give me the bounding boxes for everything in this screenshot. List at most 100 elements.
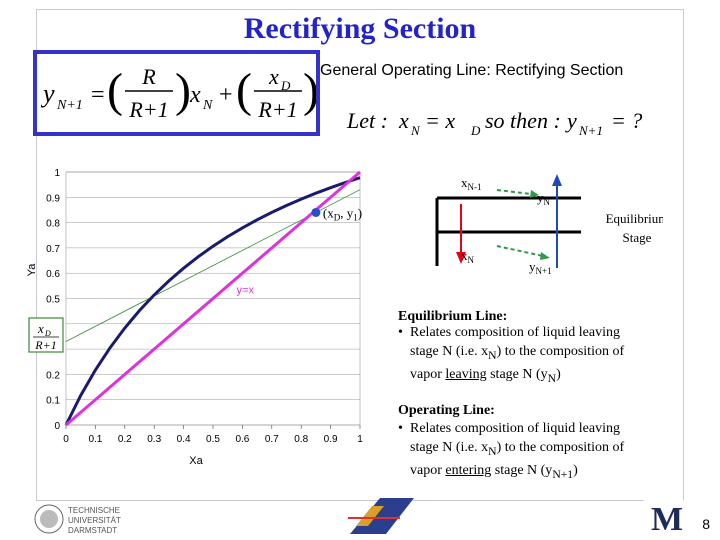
y-tick-label: 0.5: [46, 295, 60, 306]
opl-line2-sub: N: [488, 444, 497, 458]
intercept-box: [28, 317, 64, 353]
equilibrium-note-heading: Equilibrium Line:: [398, 309, 508, 324]
eq-equals: =: [91, 82, 105, 108]
chart-ticks: 0 0.1 0.2 0.5 0.6 0.7 0.8 0.9 1 0 0.1 0.2 0.3 0.4 0.5 0…: [46, 168, 363, 445]
y-tick-label: 0.1: [46, 396, 60, 407]
x-tick-label: 0.2: [118, 434, 132, 445]
x-tick-label: 0.1: [88, 434, 102, 445]
opl-line3-b: stage N (y: [494, 462, 553, 478]
equation-subtitle: General Operating Line: Rectifying Secti…: [320, 62, 624, 79]
operating-note-line2: stage N (i.e. xN) to the composition of: [398, 438, 668, 461]
eqm-line1-text: Relates composition of liquid leaving: [410, 325, 620, 340]
bottom-dashed-arrow: [496, 245, 544, 257]
diagonal-line: [65, 170, 361, 427]
top-dashed-arrow: [496, 189, 532, 195]
operating-line-equation-box: y N+1 = ( R R+1 ) x N + ( x D R+1 ): [33, 50, 320, 136]
michigan-block-m-icon: M: [651, 501, 683, 536]
y-tick-label: 0.9: [46, 193, 60, 204]
course-logo-icon: [348, 498, 414, 534]
eq-x-sub: N: [202, 98, 213, 113]
eqm-line2-a: stage N (i.e. x: [410, 344, 489, 359]
intercept-label: x D R+1: [28, 317, 64, 353]
operating-note-heading: Operating Line:: [398, 403, 495, 418]
opl-line3-sub: N+1: [552, 467, 574, 481]
intercept-num-sub: D: [44, 329, 51, 338]
page-number: 8: [702, 516, 710, 532]
x-tick-label: 0.4: [177, 434, 191, 445]
let-equation: Let : x N = x D so then : y N+1 = ?: [346, 108, 642, 138]
y-tick-label: 0: [54, 421, 60, 432]
bottom-dashed-arrowhead: [540, 252, 550, 260]
operating-note-line3: vapor entering stage N (yN+1): [398, 461, 668, 484]
athena-seal-center: [40, 510, 58, 528]
eq-plus: +: [219, 82, 233, 108]
intercept-num-var: x: [37, 321, 44, 336]
opl-line3-c: ): [573, 462, 578, 478]
x-tick-label: 0.9: [324, 434, 338, 445]
eq-lhs-var: y: [40, 79, 55, 108]
eqm-line2-b: ) to the composition of: [496, 344, 625, 359]
equilibrium-note-line3: vapor leaving stage N (yN): [398, 365, 668, 388]
x-tick-label: 0.7: [265, 434, 279, 445]
operating-line-equation: y N+1 = ( R R+1 ) x N + ( x D R+1 ): [40, 64, 319, 122]
eq-paren-close-2: ): [303, 64, 316, 117]
vapor-flow-arrowhead: [552, 174, 562, 186]
y-tick-label: 1: [54, 168, 60, 179]
y-tick-label: 0.6: [46, 269, 60, 280]
x-n-label: xN: [461, 248, 475, 265]
x-tick-label: 0: [63, 434, 69, 445]
eq-frac2-den: R+1: [257, 97, 297, 122]
operating-note-line1: • Relates composition of liquid leaving: [398, 419, 668, 438]
tu-darmstadt-logo: TECHNISCHE UNIVERSITÄT DARMSTADT: [34, 504, 121, 535]
let-rest: = ?: [611, 108, 642, 133]
eq-paren-open-2: (: [236, 64, 252, 117]
eq-lhs-sub: N+1: [56, 98, 83, 113]
top-dashed-arrowhead: [530, 190, 539, 198]
let-y-var: y: [565, 108, 577, 133]
stage-label-line2: Stage: [623, 230, 652, 245]
bullet: •: [398, 325, 403, 340]
y-tick-label: 0.2: [46, 370, 60, 381]
y-axis-label: Ya: [26, 263, 38, 277]
stage-label-line1: Equilibrium: [606, 211, 663, 226]
opl-line3-a: vapor: [410, 462, 442, 478]
let-x-var: x: [398, 108, 409, 133]
liquid-flow-arrowhead: [456, 252, 466, 264]
opl-line2-b: ) to the composition of: [496, 440, 625, 455]
equilibrium-note-body: • Relates composition of liquid leaving s…: [398, 323, 668, 388]
bullet: •: [398, 421, 403, 436]
intercept-den: R+1: [34, 338, 56, 352]
eq-x-var: x: [189, 82, 201, 108]
course-logo-shape: [350, 498, 414, 534]
eq-frac2-num-sub: D: [280, 78, 291, 93]
x-tick-label: 1: [357, 434, 363, 445]
eq-paren-open-1: (: [107, 64, 123, 117]
eqm-line3-sub: N: [547, 371, 557, 385]
tud-line3: DARMSTADT: [68, 526, 117, 535]
x-axis-label: Xa: [189, 455, 203, 467]
eqm-line3-b: stage N (y: [490, 366, 548, 382]
mccabe-thiele-chart: 0 0.1 0.2 0.5 0.6 0.7 0.8 0.9 1 0 0.1 0.2 0.3 0.4 0.5 0…: [26, 168, 363, 467]
equilibrium-note-line2: stage N (i.e. xN) to the composition of: [398, 342, 668, 365]
opl-line1-text: Relates composition of liquid leaving: [410, 421, 620, 436]
operating-note-body: • Relates composition of liquid leaving s…: [398, 419, 668, 484]
equilibrium-curve: [64, 176, 361, 426]
x-tick-label: 0.6: [235, 434, 249, 445]
let-x-sub: N: [410, 123, 421, 138]
let-eq1-sub: D: [470, 123, 481, 138]
eqm-line2-sub: N: [488, 348, 497, 362]
x-n-minus-1-label: xN-1: [461, 175, 482, 192]
eq-frac1-num: R: [141, 64, 156, 89]
michigan-logo-bg: [644, 500, 690, 536]
let-y-sub: N+1: [578, 123, 603, 138]
eq-paren-close-1: ): [175, 64, 191, 117]
slide-title: Rectifying Section: [243, 12, 477, 45]
y-n-plus-1-label: yN+1: [529, 259, 552, 276]
stage-diagram: xN-1 yN xN yN+1 Equilibrium Stage: [435, 174, 663, 276]
let-so-then: so then :: [485, 108, 561, 133]
equilibrium-note-line1: • Relates composition of liquid leaving: [398, 323, 668, 342]
let-eq1: = x: [425, 108, 455, 133]
tud-line1: TECHNISCHE: [68, 506, 120, 515]
course-logo-accent: [356, 506, 384, 526]
diagonal-label: y=x: [237, 284, 255, 296]
